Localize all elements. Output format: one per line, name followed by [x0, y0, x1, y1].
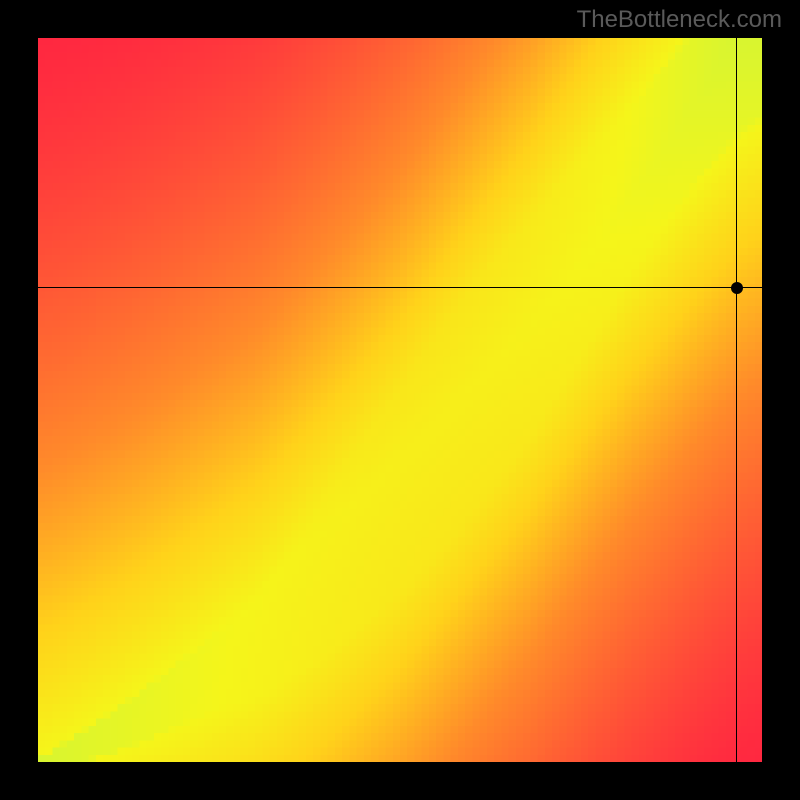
crosshair-vertical: [736, 0, 737, 800]
bottleneck-heatmap: [38, 38, 762, 762]
crosshair-marker: [731, 282, 743, 294]
crosshair-horizontal: [0, 287, 800, 288]
attribution-text: TheBottleneck.com: [577, 6, 782, 34]
chart-root: TheBottleneck.com: [0, 0, 800, 800]
